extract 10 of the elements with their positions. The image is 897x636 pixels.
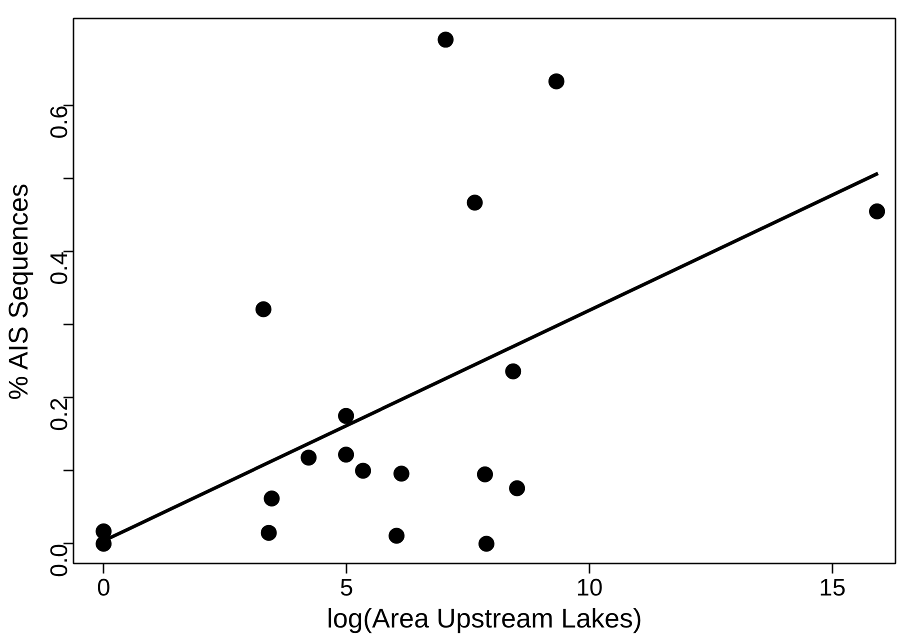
x-tick-label: 10 (576, 574, 603, 602)
x-tick-label: 5 (340, 574, 354, 602)
y-tick-label: 0.6 (46, 105, 73, 139)
y-axis-title: % AIS Sequences (4, 184, 34, 400)
y-tick-label: 0.0 (46, 544, 73, 578)
y-tick-label: 0.2 (46, 398, 73, 432)
y-tick-label: 0.4 (46, 252, 73, 285)
x-tick-label: 0 (96, 574, 110, 602)
x-tick-label: 15 (818, 574, 846, 602)
x-axis-title: log(Area Upstream Lakes) (326, 604, 642, 634)
